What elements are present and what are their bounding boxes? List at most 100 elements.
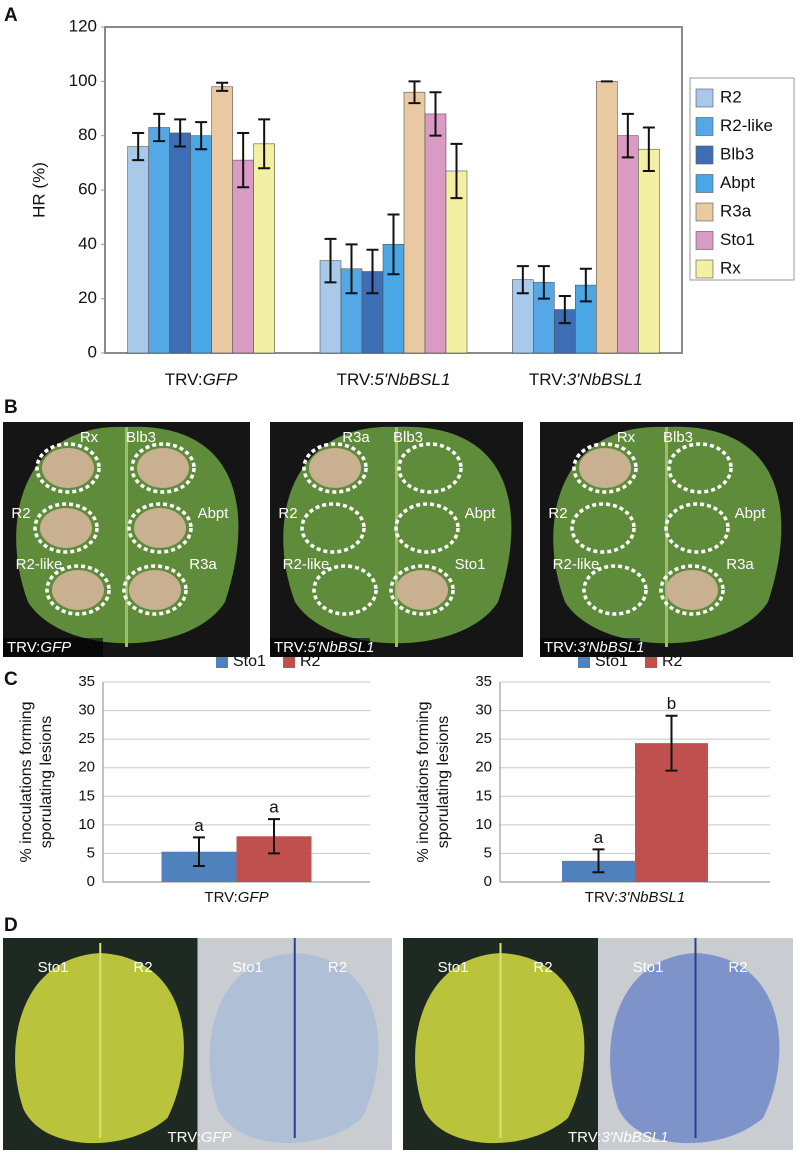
lesion bbox=[40, 508, 92, 548]
y-tick-label: 0 bbox=[88, 342, 97, 361]
bar bbox=[232, 159, 254, 354]
legend-swatch bbox=[695, 174, 714, 193]
spot-label: Blb3 bbox=[393, 429, 423, 446]
lesion bbox=[134, 508, 186, 548]
spot-label: Sto1 bbox=[455, 556, 486, 573]
error-bar bbox=[153, 112, 166, 143]
panel-label: B bbox=[4, 397, 18, 418]
spot-label: Rx bbox=[617, 429, 636, 446]
photo-caption: TRV:5'NbBSL1 bbox=[274, 639, 374, 656]
leaf-photo: R3a Blb3 R2 Abpt R2-like Sto1 TRV:5'NbBSL1 bbox=[270, 422, 523, 657]
legend-label: Blb3 bbox=[720, 144, 754, 163]
spot-label: R3a bbox=[726, 556, 754, 573]
spot-label: R2-like bbox=[553, 556, 600, 573]
panel-label: D bbox=[4, 915, 18, 936]
spot-label: R3a bbox=[342, 429, 370, 446]
legend-label: Sto1 bbox=[595, 653, 628, 670]
spot-label: Blb3 bbox=[126, 429, 156, 446]
legend-swatch bbox=[695, 145, 714, 165]
error-bar bbox=[621, 112, 634, 159]
spot-label: Abpt bbox=[735, 505, 767, 522]
spot-label: Sto1 bbox=[38, 959, 69, 976]
y-tick-label: 35 bbox=[475, 673, 492, 690]
leaf-photo: Rx Blb3 R2 Abpt R2-like R3a TRV:GFP bbox=[3, 422, 250, 657]
y-tick-label: 100 bbox=[69, 71, 97, 90]
caption-backdrop bbox=[540, 638, 640, 657]
panel-label: A bbox=[4, 5, 18, 26]
photo-caption: TRV:GFP bbox=[7, 639, 71, 656]
error-bar bbox=[558, 294, 571, 325]
legend-label: R2 bbox=[662, 653, 683, 670]
annotation: a bbox=[594, 828, 604, 847]
error-bar bbox=[387, 213, 400, 276]
legend-label: Abpt bbox=[720, 173, 755, 192]
x-tick-label: TRV:3'NbBSL1 bbox=[529, 370, 643, 389]
error-bar bbox=[592, 848, 605, 874]
caption-backdrop bbox=[3, 638, 103, 657]
inoculation-circle bbox=[582, 564, 648, 616]
bar bbox=[169, 132, 191, 354]
spot-label: R2 bbox=[328, 959, 347, 976]
spot-label: R2 bbox=[11, 505, 30, 522]
error-bar bbox=[174, 118, 187, 148]
spot-label: R2 bbox=[133, 959, 152, 976]
error-bar bbox=[132, 131, 145, 162]
lesion bbox=[666, 570, 718, 610]
y-tick-label: 0 bbox=[484, 873, 492, 890]
spot-label: R2-like bbox=[16, 556, 63, 573]
spot-label: R2 bbox=[548, 505, 567, 522]
x-tick-label: TRV:5'NbBSL1 bbox=[337, 370, 451, 389]
annotation: a bbox=[269, 798, 279, 817]
inoculation-circle bbox=[664, 502, 730, 554]
error-bar bbox=[268, 818, 280, 855]
error-bar bbox=[324, 237, 337, 284]
legend-label: R3a bbox=[720, 201, 752, 220]
y-axis-label: HR (%) bbox=[29, 162, 48, 218]
annotation: a bbox=[194, 816, 204, 835]
legend-label: Sto1 bbox=[720, 230, 755, 249]
y-tick-label: 10 bbox=[78, 816, 95, 833]
bar bbox=[638, 148, 660, 354]
inoculation-circle bbox=[45, 564, 111, 616]
inoculation-circle bbox=[397, 442, 463, 494]
spot-label: R2 bbox=[278, 505, 297, 522]
spot-label: R3a bbox=[189, 556, 217, 573]
y-tick-label: 15 bbox=[78, 787, 95, 804]
legend-swatch bbox=[695, 117, 714, 136]
spot-label: Sto1 bbox=[232, 959, 263, 976]
inoculation-circle bbox=[659, 564, 725, 616]
legend-label: R2-like bbox=[720, 116, 773, 135]
photo-caption: TRV:GFP bbox=[168, 1129, 232, 1146]
lesion bbox=[129, 570, 181, 610]
legend-swatch bbox=[578, 656, 590, 668]
spot-label: Abpt bbox=[465, 505, 497, 522]
bar bbox=[190, 135, 212, 354]
legend-swatch bbox=[695, 202, 714, 222]
y-tick-label: 80 bbox=[78, 125, 97, 144]
spot-label: Sto1 bbox=[633, 959, 664, 976]
lesion bbox=[137, 448, 189, 488]
y-tick-label: 5 bbox=[484, 844, 492, 861]
leaf-photo: Rx Blb3 R2 Abpt R2-like R3a TRV:3'NbBSL1 bbox=[540, 422, 793, 657]
panel-label: C bbox=[4, 669, 18, 690]
bar bbox=[617, 135, 639, 354]
lesion bbox=[309, 448, 361, 488]
y-tick-label: 25 bbox=[475, 730, 492, 747]
inoculation-circle bbox=[667, 442, 733, 494]
caption-backdrop bbox=[270, 638, 370, 657]
bar bbox=[148, 127, 170, 354]
spot-label: Sto1 bbox=[438, 959, 469, 976]
error-bar bbox=[665, 714, 678, 772]
y-axis-label: % inoculations forming bbox=[18, 702, 35, 863]
spot-label: R2 bbox=[533, 959, 552, 976]
inoculation-circle bbox=[130, 442, 196, 494]
y-tick-label: 35 bbox=[78, 673, 95, 690]
bar bbox=[211, 86, 233, 354]
bar bbox=[403, 91, 426, 354]
lesion bbox=[52, 570, 104, 610]
legend-label: Rx bbox=[720, 258, 741, 277]
photo-caption: TRV:3'NbBSL1 bbox=[544, 639, 644, 656]
y-tick-label: 0 bbox=[87, 873, 95, 890]
y-tick-label: 40 bbox=[78, 234, 97, 253]
bar bbox=[253, 143, 275, 354]
